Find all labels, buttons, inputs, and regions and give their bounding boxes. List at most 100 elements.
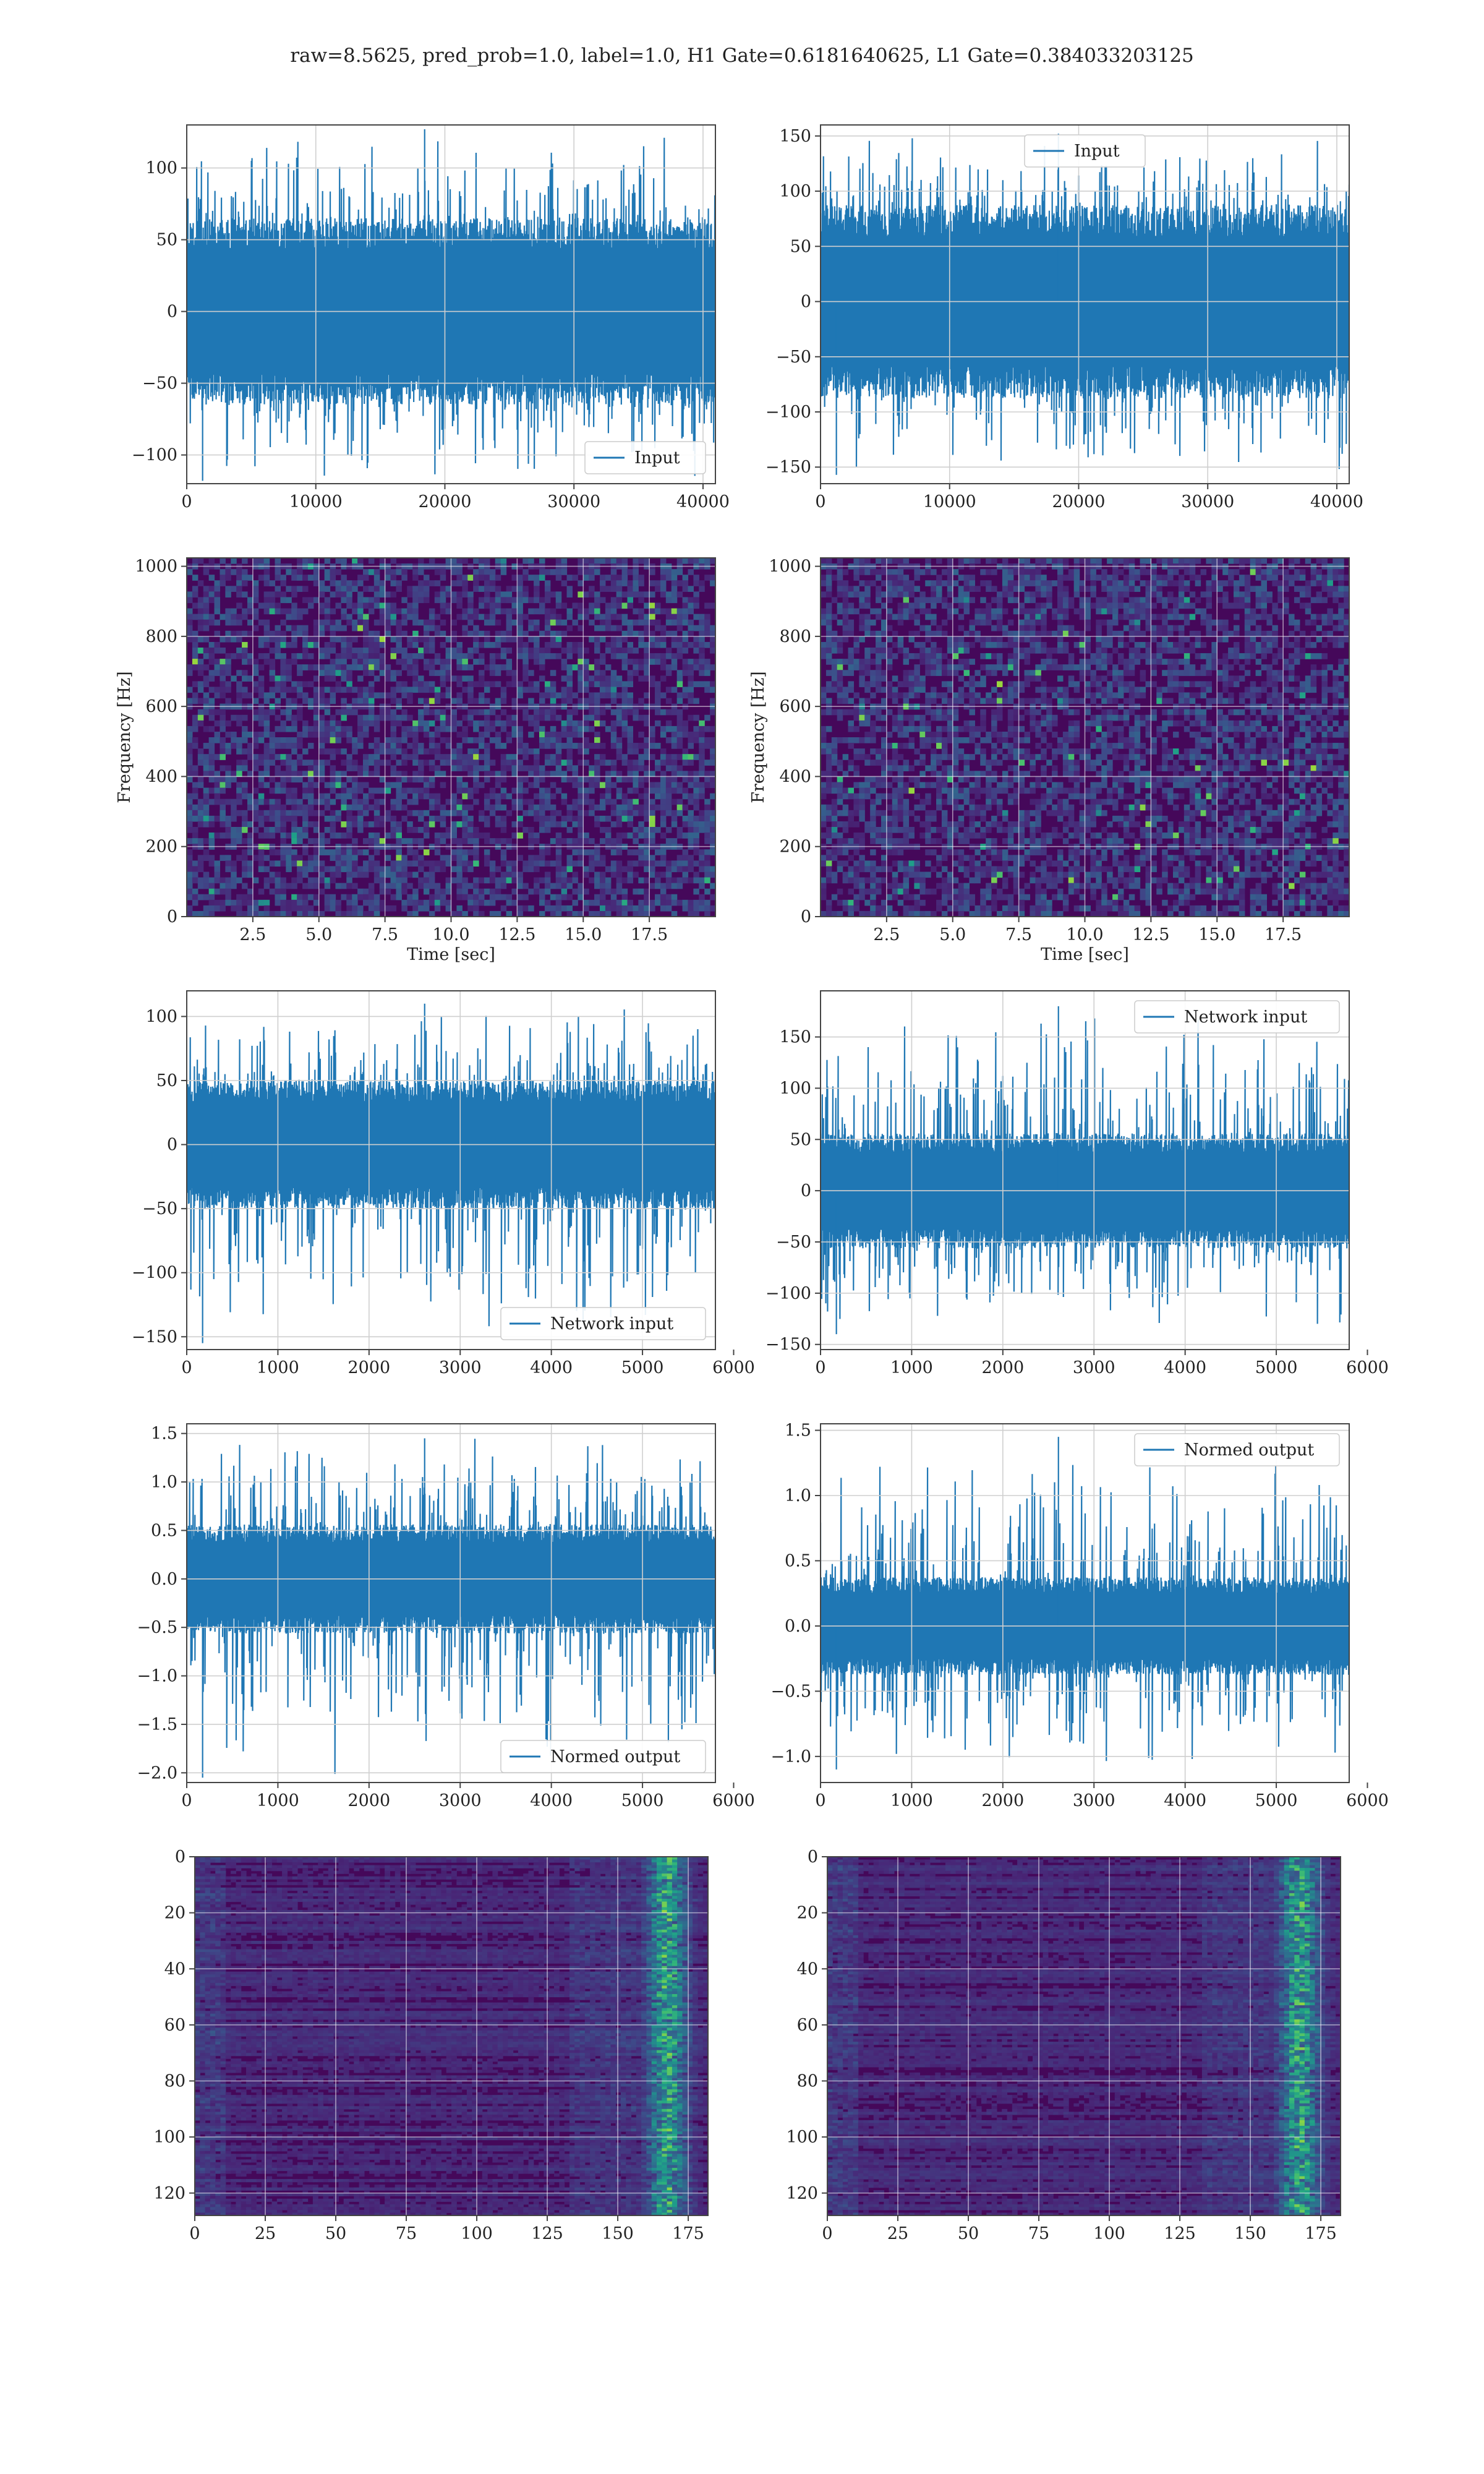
h1-spectrogram-ytick-label-2: 400 (145, 767, 177, 786)
h1-normed-output-series-line (187, 1439, 715, 1774)
l1-input-xtick-label-3: 30000 (1181, 492, 1234, 511)
h1-spectrogram-xtick-label-4: 12.5 (498, 925, 535, 944)
h1-spectrogram-xtick-label-1: 5.0 (305, 925, 332, 944)
l1-normed-output-legend: Normed output (1134, 1433, 1340, 1466)
l1-normed-output-xtick-label-2: 2000 (981, 1791, 1024, 1810)
h1-normed-output-xtick-label-6: 6000 (712, 1791, 755, 1810)
h1-normed-output-legend-box (500, 1740, 706, 1773)
l1-feature-map-xtick-label-6: 150 (1234, 2224, 1266, 2243)
l1-network-input-panel: 0 1000 2000 3000 4000 5000 6000 −150 −100 −50 0 50 1… (765, 990, 1389, 1377)
h1-spectrogram-xtick-label-3: 10.0 (432, 925, 469, 944)
h1-network-input-frame (186, 990, 716, 1350)
h1-normed-output-legend-label: Normed output (550, 1747, 680, 1766)
l1-input-ytick-label-1: −100 (765, 403, 811, 422)
h1-spectrogram-xtick-label-2: 7.5 (372, 925, 398, 944)
l1-network-input-xtick-label-3: 3000 (1073, 1358, 1115, 1377)
h1-network-input-xtick-label-1: 1000 (257, 1358, 299, 1377)
l1-feature-map-xtick-label-3: 75 (1028, 2224, 1049, 2243)
h1-normed-output-ytick-label-7: 1.5 (151, 1424, 177, 1444)
h1-input-ytick-label-2: 0 (167, 302, 177, 322)
h1-network-input-ytick-label-0: −150 (132, 1327, 177, 1346)
l1-network-input-series-line (821, 1018, 1349, 1324)
l1-spectrogram-xtick-label-6: 17.5 (1264, 925, 1302, 944)
l1-feature-map-xtick-label-4: 100 (1093, 2224, 1125, 2243)
h1-feature-map-xtick-label-1: 25 (255, 2224, 276, 2243)
l1-normed-output-panel: 0 1000 2000 3000 4000 5000 6000 −1.0 −0.5 0.0 0.5 1… (770, 1421, 1388, 1810)
l1-spectrogram-panel: 2.5 5.0 7.5 10.0 12.5 15.0 17.5 0 200 400 600 800 10… (749, 557, 1350, 964)
h1-feature-map-xtick-label-0: 0 (189, 2224, 200, 2243)
h1-network-input-legend-label: Network input (550, 1314, 673, 1333)
h1-feature-map-xtick-label-4: 100 (461, 2224, 493, 2243)
h1-feature-map-ytick-label-6: 120 (153, 2184, 186, 2203)
l1-network-input-legend-label: Network input (1184, 1008, 1307, 1027)
l1-feature-map-xtick-label-5: 125 (1164, 2224, 1196, 2243)
l1-spectrogram-xtick-label-3: 10.0 (1066, 925, 1103, 944)
h1-spectrogram-xtick-label-5: 15.0 (565, 925, 602, 944)
h1-input-xtick-label-2: 20000 (419, 492, 472, 511)
l1-normed-output-xtick-label-3: 3000 (1073, 1791, 1115, 1810)
l1-feature-map-xtick-label-0: 0 (822, 2224, 832, 2243)
h1-input-frame (186, 124, 716, 484)
l1-spectrogram-xlabel: Time [sec] (1041, 945, 1129, 964)
h1-feature-map-xtick-label-3: 75 (396, 2224, 417, 2243)
l1-input-ytick-label-6: 150 (779, 127, 811, 146)
l1-normed-output-xtick-label-6: 6000 (1346, 1791, 1389, 1810)
l1-feature-map-ytick-label-3: 60 (797, 2016, 818, 2035)
l1-spectrogram-xtick-label-0: 2.5 (873, 925, 900, 944)
l1-feature-map-ytick-label-5: 100 (786, 2128, 818, 2147)
l1-input-ytick-label-5: 100 (779, 182, 811, 201)
l1-network-input-ytick-label-4: 50 (790, 1130, 811, 1149)
l1-normed-output-ytick-label-3: 0.5 (785, 1551, 811, 1570)
l1-input-ytick-label-3: 0 (801, 293, 811, 312)
h1-network-input-legend: Network input (500, 1307, 706, 1340)
l1-normed-output-ytick-label-1: −0.5 (770, 1682, 811, 1701)
l1-network-input-xtick-label-2: 2000 (981, 1358, 1024, 1377)
h1-input-xtick-label-4: 40000 (676, 492, 730, 511)
h1-feature-map-xtick-label-6: 150 (602, 2224, 634, 2243)
l1-normed-output-xtick-label-0: 0 (815, 1791, 825, 1810)
h1-spectrogram-ytick-label-4: 800 (145, 627, 177, 646)
l1-input-panel: 0 10000 20000 30000 40000 −150 −100 −50 0 50 100 15… (765, 124, 1363, 511)
h1-normed-output-panel: 0 1000 2000 3000 4000 5000 6000 −2.0 −1.5 −1.0 −0.… (137, 1423, 755, 1810)
h1-input-xtick-label-3: 30000 (547, 492, 600, 511)
l1-spectrogram-cells (821, 558, 1349, 917)
l1-input-xtick-label-1: 10000 (923, 492, 976, 511)
h1-feature-map-xtick-label-7: 175 (672, 2224, 704, 2243)
l1-feature-map-ytick-label-2: 40 (797, 1959, 818, 1979)
l1-normed-output-series-line (821, 1465, 1349, 1761)
l1-network-input-xtick-label-6: 6000 (1346, 1358, 1389, 1377)
l1-feature-map-cells (827, 1857, 1341, 2215)
h1-network-input-xtick-label-3: 3000 (439, 1358, 482, 1377)
h1-normed-output-xtick-label-3: 3000 (439, 1791, 482, 1810)
h1-normed-output-ytick-label-3: −0.5 (137, 1618, 177, 1637)
l1-normed-output-xtick-label-1: 1000 (890, 1791, 933, 1810)
h1-normed-output-ytick-label-4: 0.0 (151, 1570, 177, 1589)
h1-feature-map-grid (194, 1856, 708, 2215)
h1-feature-map-ytick-label-0: 0 (175, 1847, 186, 1867)
l1-normed-output-legend-box (1134, 1433, 1340, 1466)
h1-feature-map-ytick-label-1: 20 (164, 1904, 186, 1923)
h1-spectrogram-ytick-label-3: 600 (145, 697, 177, 716)
l1-network-input-ytick-label-6: 150 (779, 1028, 811, 1047)
h1-input-series-line (187, 137, 715, 476)
h1-feature-map-panel: 0 25 50 75 100 125 150 175 0 20 40 60 80 100 120 (153, 1847, 709, 2243)
h1-normed-output-xtick-label-4: 4000 (530, 1791, 573, 1810)
l1-normed-output-legend-label: Normed output (1184, 1440, 1314, 1460)
h1-network-input-ytick-label-1: −100 (132, 1264, 177, 1283)
l1-network-input-frame (820, 990, 1350, 1350)
l1-feature-map-ytick-label-4: 80 (797, 2072, 818, 2091)
l1-network-input-xtick-label-1: 1000 (890, 1358, 933, 1377)
h1-feature-map-ytick-label-2: 40 (164, 1959, 186, 1979)
l1-network-input-ytick-label-0: −150 (765, 1335, 811, 1355)
h1-input-xtick-label-1: 10000 (289, 492, 343, 511)
h1-network-input-ytick-label-3: 0 (167, 1136, 177, 1155)
h1-input-ytick-label-3: 50 (156, 231, 177, 250)
l1-spectrogram-grid (821, 558, 1349, 917)
h1-network-input-panel: 0 1000 2000 3000 4000 5000 6000 −150 −100 −50 0 50 1… (132, 990, 755, 1377)
l1-network-input-legend: Network input (1134, 1000, 1340, 1034)
l1-input-xtick-label-2: 20000 (1052, 492, 1106, 511)
h1-spectrogram-xtick-label-6: 17.5 (631, 925, 668, 944)
l1-normed-output-ytick-label-4: 1.0 (785, 1486, 811, 1505)
h1-input-legend: Input (584, 441, 706, 474)
